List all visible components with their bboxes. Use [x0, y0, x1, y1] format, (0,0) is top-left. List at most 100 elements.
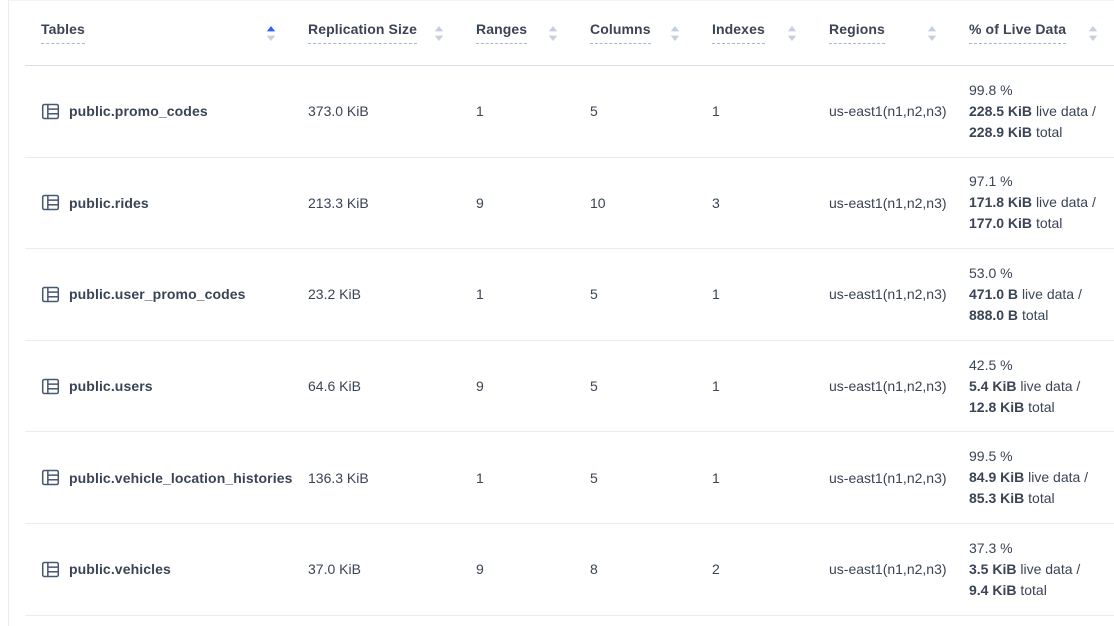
table-name-cell: public.user_promo_codes — [25, 249, 292, 340]
table-name-cell: public.rides — [25, 158, 292, 249]
column-header-columns[interactable]: Columns — [574, 1, 696, 65]
ranges-cell: 1 — [476, 469, 484, 486]
table-icon — [41, 193, 60, 212]
replication-size-cell: 213.3 KiB — [308, 194, 369, 211]
columns-cell: 5 — [590, 103, 598, 120]
live-data-percent: 53.0 % — [969, 264, 1013, 281]
column-header-label: Tables — [41, 21, 85, 45]
live-data-line: 171.8 KiB live data / — [969, 194, 1096, 211]
ranges-cell: 1 — [476, 286, 484, 303]
column-header-replication-size[interactable]: Replication Size — [292, 1, 460, 65]
table-name-cell: public.promo_codes — [25, 66, 292, 157]
table-name-cell: public.users — [25, 341, 292, 432]
live-data-line: 84.9 KiB live data / — [969, 469, 1089, 486]
table-row: public.users 64.6 KiB 9 5 1 us-east1(n1,… — [25, 341, 1114, 433]
column-header-ranges[interactable]: Ranges — [460, 1, 574, 65]
table-header-row: Tables Replication Size Ranges — [25, 1, 1114, 66]
ranges-cell: 1 — [476, 103, 484, 120]
regions-cell: us-east1(n1,n2,n3) — [829, 194, 947, 211]
table-name-link[interactable]: public.vehicle_location_histories — [69, 469, 292, 486]
sort-icon — [434, 25, 444, 41]
column-header-label: Replication Size — [308, 21, 417, 45]
columns-cell: 5 — [590, 286, 598, 303]
live-data-percent: 99.5 % — [969, 448, 1013, 465]
table-name-cell: public.vehicle_location_histories — [25, 432, 292, 523]
indexes-cell: 1 — [712, 103, 720, 120]
replication-size-cell: 64.6 KiB — [308, 378, 361, 395]
column-header-indexes[interactable]: Indexes — [696, 1, 813, 65]
live-data-line: 228.5 KiB live data / — [969, 102, 1096, 119]
live-data-percent: 99.8 % — [969, 81, 1013, 98]
indexes-cell: 3 — [712, 194, 720, 211]
table-name-cell: public.vehicles — [25, 524, 292, 615]
total-data-line: 9.4 KiB total — [969, 581, 1047, 598]
live-data-cell: 97.1 % 171.8 KiB live data / 177.0 KiB t… — [953, 158, 1114, 249]
column-header-live-data[interactable]: % of Live Data — [953, 1, 1114, 65]
regions-cell: us-east1(n1,n2,n3) — [829, 103, 947, 120]
column-header-label: Regions — [829, 21, 885, 45]
table-icon — [41, 377, 60, 396]
column-header-label: Indexes — [712, 21, 765, 45]
live-data-line: 3.5 KiB live data / — [969, 560, 1081, 577]
sort-icon — [927, 25, 937, 41]
columns-cell: 8 — [590, 561, 598, 578]
live-data-cell: 99.8 % 228.5 KiB live data / 228.9 KiB t… — [953, 66, 1114, 157]
columns-cell: 10 — [590, 194, 606, 211]
live-data-line: 5.4 KiB live data / — [969, 377, 1081, 394]
table-body: public.promo_codes 373.0 KiB 1 5 1 us-ea… — [25, 66, 1114, 616]
sort-icon — [266, 25, 276, 41]
ranges-cell: 9 — [476, 378, 484, 395]
table-name-link[interactable]: public.rides — [69, 194, 149, 211]
column-header-label: Columns — [590, 21, 651, 45]
table-row: public.vehicle_location_histories 136.3 … — [25, 432, 1114, 524]
column-header-label: % of Live Data — [969, 21, 1067, 45]
total-data-line: 228.9 KiB total — [969, 123, 1063, 140]
live-data-line: 471.0 B live data / — [969, 285, 1082, 302]
table-name-link[interactable]: public.vehicles — [69, 561, 171, 578]
replication-size-cell: 136.3 KiB — [308, 469, 369, 486]
table-name-link[interactable]: public.users — [69, 378, 153, 395]
ranges-cell: 9 — [476, 561, 484, 578]
total-data-line: 177.0 KiB total — [969, 215, 1063, 232]
replication-size-cell: 37.0 KiB — [308, 561, 361, 578]
table-name-link[interactable]: public.user_promo_codes — [69, 286, 246, 303]
table-icon — [41, 560, 60, 579]
indexes-cell: 1 — [712, 469, 720, 486]
live-data-cell: 37.3 % 3.5 KiB live data / 9.4 KiB total — [953, 524, 1114, 615]
replication-size-cell: 373.0 KiB — [308, 103, 369, 120]
table-icon — [41, 102, 60, 121]
sort-icon — [670, 25, 680, 41]
live-data-cell: 42.5 % 5.4 KiB live data / 12.8 KiB tota… — [953, 341, 1114, 432]
table-icon — [41, 468, 60, 487]
ranges-cell: 9 — [476, 194, 484, 211]
total-data-line: 85.3 KiB total — [969, 490, 1055, 507]
columns-cell: 5 — [590, 378, 598, 395]
table-row: public.rides 213.3 KiB 9 10 3 us-east1(n… — [25, 158, 1114, 250]
live-data-percent: 97.1 % — [969, 173, 1013, 190]
sort-icon — [1088, 25, 1098, 41]
tables-list-card: Tables Replication Size Ranges — [8, 0, 1114, 626]
regions-cell: us-east1(n1,n2,n3) — [829, 561, 947, 578]
indexes-cell: 1 — [712, 286, 720, 303]
live-data-percent: 37.3 % — [969, 539, 1013, 556]
live-data-cell: 99.5 % 84.9 KiB live data / 85.3 KiB tot… — [953, 432, 1114, 523]
column-header-label: Ranges — [476, 21, 528, 45]
indexes-cell: 2 — [712, 561, 720, 578]
table-row: public.user_promo_codes 23.2 KiB 1 5 1 u… — [25, 249, 1114, 341]
regions-cell: us-east1(n1,n2,n3) — [829, 378, 947, 395]
replication-size-cell: 23.2 KiB — [308, 286, 361, 303]
indexes-cell: 1 — [712, 378, 720, 395]
regions-cell: us-east1(n1,n2,n3) — [829, 286, 947, 303]
columns-cell: 5 — [590, 469, 598, 486]
total-data-line: 888.0 B total — [969, 306, 1049, 323]
table-row: public.vehicles 37.0 KiB 9 8 2 us-east1(… — [25, 524, 1114, 616]
column-header-tables[interactable]: Tables — [25, 1, 292, 65]
live-data-percent: 42.5 % — [969, 356, 1013, 373]
sort-icon — [548, 25, 558, 41]
regions-cell: us-east1(n1,n2,n3) — [829, 469, 947, 486]
table-icon — [41, 285, 60, 304]
table-name-link[interactable]: public.promo_codes — [69, 103, 208, 120]
live-data-cell: 53.0 % 471.0 B live data / 888.0 B total — [953, 249, 1114, 340]
column-header-regions[interactable]: Regions — [813, 1, 953, 65]
